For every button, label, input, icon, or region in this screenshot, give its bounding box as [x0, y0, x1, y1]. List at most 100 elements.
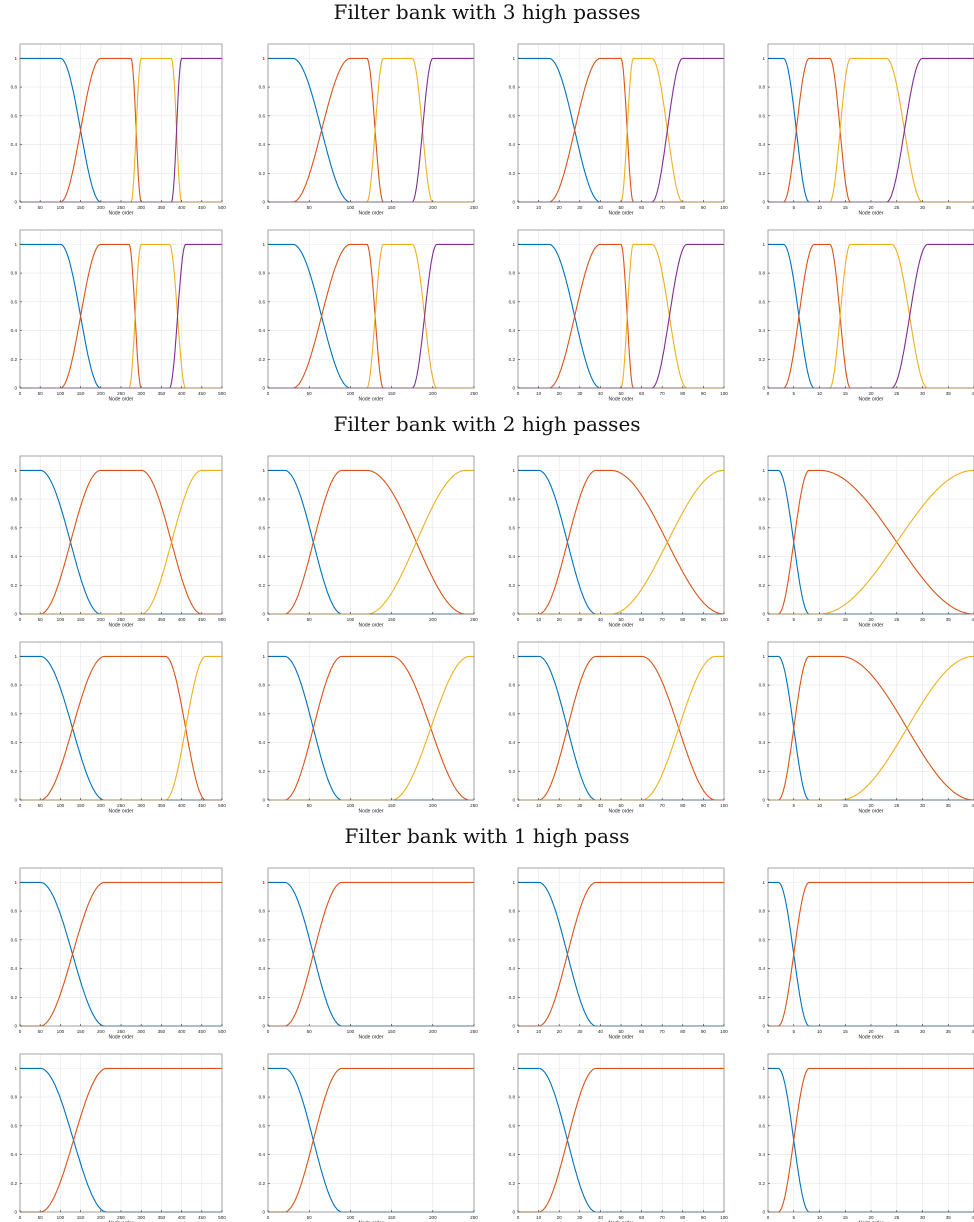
- chart-panel: 0 10 20 30 40 50 60 70 80 90 100 0 0.2 0.4 0.6 0.8 1 Node…: [509, 229, 728, 403]
- y-tick-label: 0.6: [11, 711, 18, 716]
- y-tick-label: 0.4: [759, 142, 766, 147]
- x-tick-label: 90: [701, 1029, 707, 1034]
- x-tick-label: 70: [660, 1029, 666, 1034]
- x-tick-label: 250: [117, 617, 125, 622]
- y-tick-label: 0.2: [259, 357, 266, 362]
- y-tick-label: 0: [262, 386, 265, 391]
- y-tick-label: 0.6: [759, 937, 766, 942]
- y-tick-label: 0.6: [759, 113, 766, 118]
- curves: [268, 655, 474, 801]
- chart-panel: 0 5 10 15 20 25 30 35 40 0 0.2 0.4 0.6 0.8 1 Node order: [759, 455, 974, 629]
- x-axis-label: Node order: [358, 1035, 383, 1041]
- y-tick-label: 0.4: [259, 740, 266, 745]
- x-tick-label: 70: [660, 617, 666, 622]
- x-axis-label: Node order: [358, 211, 383, 217]
- x-tick-label: 15: [843, 391, 849, 396]
- x-tick-label: 70: [660, 205, 666, 210]
- x-tick-label: 90: [701, 205, 707, 210]
- x-tick-label: 250: [117, 391, 125, 396]
- x-tick-label: 150: [77, 1029, 85, 1034]
- x-tick-label: 15: [843, 617, 849, 622]
- y-tick-label: 1: [762, 880, 765, 885]
- x-tick-label: 0: [517, 1215, 520, 1220]
- x-tick-label: 50: [618, 205, 624, 210]
- x-tick-label: 50: [307, 1029, 313, 1034]
- x-axis-label: Node order: [108, 1035, 133, 1041]
- series-line-red: [518, 1067, 724, 1213]
- y-tick-label: 0: [762, 798, 765, 803]
- y-tick-label: 0.2: [509, 357, 516, 362]
- y-tick-label: 0.2: [759, 995, 766, 1000]
- x-tick-label: 40: [971, 1215, 974, 1220]
- chart-panel: 0 50 100 150 200 250 300 350 400 450 500 0 0.2 0.4 0.6…: [11, 1053, 226, 1222]
- x-tick-label: 30: [920, 617, 926, 622]
- y-tick-label: 0.6: [759, 299, 766, 304]
- y-tick-label: 0.6: [759, 711, 766, 716]
- y-tick-label: 0.8: [759, 1095, 766, 1100]
- y-tick-label: 0.8: [11, 85, 18, 90]
- y-tick-label: 0.4: [259, 966, 266, 971]
- x-tick-label: 350: [158, 1029, 166, 1034]
- x-axis-label: Node order: [108, 397, 133, 403]
- x-tick-label: 150: [388, 205, 396, 210]
- y-tick-label: 1: [262, 242, 265, 247]
- x-tick-label: 200: [97, 205, 105, 210]
- x-tick-label: 200: [97, 391, 105, 396]
- axes-box: [267, 455, 475, 615]
- y-tick-label: 0.8: [11, 909, 18, 914]
- x-tick-label: 300: [137, 803, 145, 808]
- y-tick-label: 0: [512, 386, 515, 391]
- x-tick-label: 50: [307, 1215, 313, 1220]
- chart-panel: 0 50 100 150 200 250 300 350 400 450 500 0 0.2 0.4 0.6…: [11, 641, 226, 815]
- y-tick-label: 0.6: [259, 1123, 266, 1128]
- x-tick-label: 100: [347, 391, 355, 396]
- x-tick-label: 300: [137, 391, 145, 396]
- chart-panel: 0 5 10 15 20 25 30 35 40 0 0.2 0.4 0.6 0.8 1 Node order: [759, 229, 974, 403]
- x-tick-label: 500: [218, 1215, 226, 1220]
- chart-panel: 0 5 10 15 20 25 30 35 40 0 0.2 0.4 0.6 0.8 1 Node order: [759, 867, 974, 1041]
- x-tick-label: 30: [577, 617, 583, 622]
- y-tick-label: 0.4: [259, 554, 266, 559]
- x-tick-label: 300: [137, 1215, 145, 1220]
- x-tick-label: 350: [158, 803, 166, 808]
- x-tick-label: 200: [97, 803, 105, 808]
- chart-panel: 0 50 100 150 200 250 0 0.2 0.4 0.6 0.8 1 Node order: [259, 867, 478, 1041]
- x-axis-label: Node order: [108, 623, 133, 629]
- y-tick-label: 0: [762, 386, 765, 391]
- x-tick-label: 0: [767, 205, 770, 210]
- axes-box: [267, 641, 475, 801]
- x-tick-label: 0: [767, 1029, 770, 1034]
- x-axis-label: Node order: [358, 1221, 383, 1222]
- y-tick-label: 0.6: [509, 113, 516, 118]
- x-tick-label: 500: [218, 205, 226, 210]
- x-tick-label: 20: [557, 803, 563, 808]
- x-tick-label: 0: [767, 617, 770, 622]
- y-tick-label: 0.8: [259, 271, 266, 276]
- x-tick-label: 50: [38, 1029, 44, 1034]
- x-tick-label: 25: [894, 205, 900, 210]
- y-tick-label: 0.8: [11, 1095, 18, 1100]
- x-tick-label: 350: [158, 391, 166, 396]
- y-tick-label: 0.6: [509, 1123, 516, 1128]
- y-tick-label: 0.4: [11, 328, 18, 333]
- y-tick-label: 0.6: [259, 937, 266, 942]
- x-tick-label: 250: [470, 617, 478, 622]
- x-tick-label: 350: [158, 617, 166, 622]
- y-tick-label: 0: [14, 1024, 17, 1029]
- axes-box: [267, 43, 475, 203]
- y-tick-label: 0.2: [11, 171, 18, 176]
- x-tick-label: 80: [680, 617, 686, 622]
- y-tick-label: 0.6: [11, 113, 18, 118]
- x-tick-label: 90: [701, 617, 707, 622]
- series-line-red: [518, 655, 724, 801]
- x-tick-label: 100: [347, 205, 355, 210]
- x-tick-label: 30: [577, 205, 583, 210]
- y-tick-label: 0.2: [759, 1181, 766, 1186]
- x-tick-label: 30: [577, 803, 583, 808]
- x-tick-label: 40: [971, 205, 974, 210]
- curves: [268, 57, 474, 203]
- x-tick-label: 25: [894, 391, 900, 396]
- x-tick-label: 100: [57, 1029, 65, 1034]
- x-tick-label: 100: [720, 1029, 728, 1034]
- x-tick-label: 100: [57, 1215, 65, 1220]
